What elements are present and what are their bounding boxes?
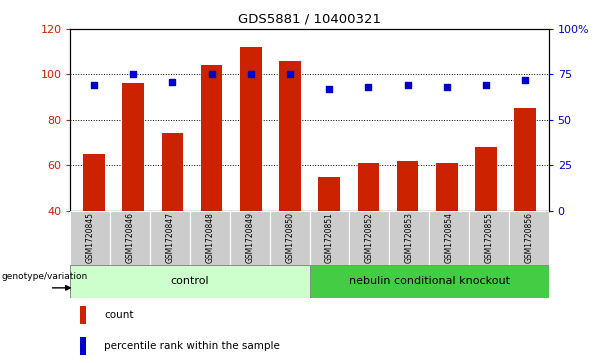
Bar	[70, 265, 310, 298]
Text: control: control	[170, 276, 210, 286]
Bar	[123, 83, 144, 211]
Bar	[389, 211, 429, 265]
Bar	[201, 65, 223, 211]
Bar	[357, 163, 379, 211]
Text: GSM1720855: GSM1720855	[484, 212, 493, 263]
Bar	[240, 47, 262, 211]
Text: GSM1720852: GSM1720852	[365, 212, 374, 263]
Bar	[110, 211, 150, 265]
Point	[324, 86, 334, 92]
Bar	[162, 133, 183, 211]
Text: GSM1720848: GSM1720848	[205, 212, 215, 263]
Point	[285, 72, 295, 77]
Point	[442, 84, 452, 90]
Text: GSM1720846: GSM1720846	[126, 212, 135, 263]
Point	[128, 72, 138, 77]
Bar	[514, 109, 536, 211]
Bar	[83, 154, 105, 211]
Point	[481, 82, 491, 88]
Bar	[310, 265, 549, 298]
Text: GSM1720847: GSM1720847	[166, 212, 175, 263]
Bar	[429, 211, 469, 265]
Bar	[436, 163, 457, 211]
Bar	[279, 61, 301, 211]
Bar	[397, 160, 418, 211]
Text: count: count	[104, 310, 134, 320]
Text: nebulin conditional knockout: nebulin conditional knockout	[349, 276, 509, 286]
Text: GSM1720850: GSM1720850	[285, 212, 294, 263]
Bar	[509, 211, 549, 265]
Bar	[318, 176, 340, 211]
Point	[246, 72, 256, 77]
Point	[520, 77, 530, 83]
Point	[207, 72, 216, 77]
Text: GSM1720856: GSM1720856	[524, 212, 533, 263]
Title: GDS5881 / 10400321: GDS5881 / 10400321	[238, 12, 381, 25]
Text: GSM1720851: GSM1720851	[325, 212, 334, 263]
Bar	[230, 211, 270, 265]
Text: GSM1720853: GSM1720853	[405, 212, 414, 263]
Text: percentile rank within the sample: percentile rank within the sample	[104, 341, 280, 351]
Bar	[310, 211, 349, 265]
Text: genotype/variation: genotype/variation	[2, 272, 88, 281]
Bar	[80, 306, 86, 324]
Point	[364, 84, 373, 90]
Point	[89, 82, 99, 88]
Bar	[70, 211, 110, 265]
Bar	[80, 337, 86, 355]
Bar	[190, 211, 230, 265]
Bar	[150, 211, 190, 265]
Bar	[270, 211, 310, 265]
Text: GSM1720854: GSM1720854	[444, 212, 454, 263]
Text: GSM1720849: GSM1720849	[245, 212, 254, 263]
Point	[167, 79, 177, 85]
Bar	[469, 211, 509, 265]
Text: GSM1720845: GSM1720845	[86, 212, 95, 263]
Bar	[475, 147, 497, 211]
Bar	[349, 211, 389, 265]
Point	[403, 82, 413, 88]
